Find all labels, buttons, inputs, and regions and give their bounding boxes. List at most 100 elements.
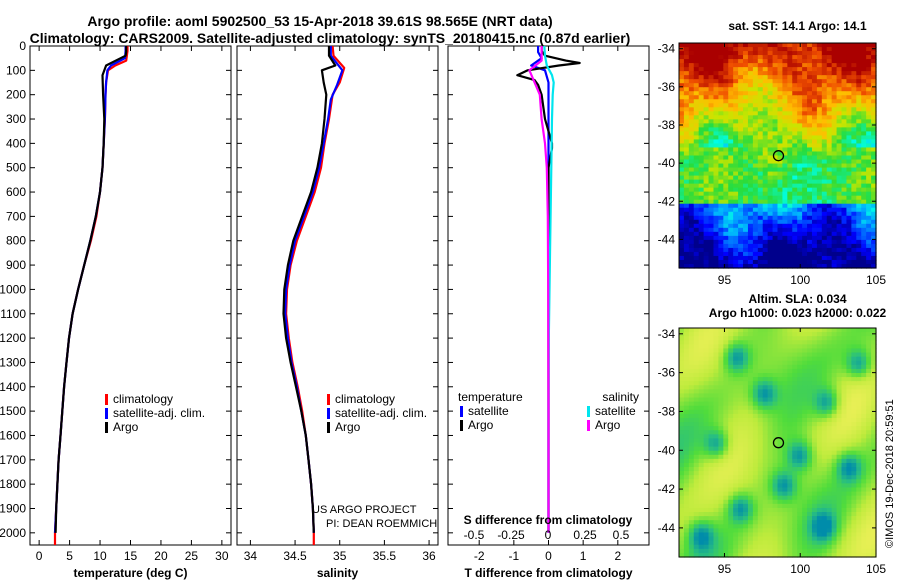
map-cell xyxy=(718,263,724,269)
map-cell xyxy=(772,95,779,100)
map-cell xyxy=(861,59,867,64)
map-cell xyxy=(738,91,744,96)
map-cell xyxy=(802,215,808,221)
map-cell xyxy=(738,255,744,261)
map-cell xyxy=(762,203,769,209)
map-cell xyxy=(871,171,877,177)
map-cell xyxy=(703,352,710,358)
map-cell xyxy=(831,471,838,476)
map-cell xyxy=(738,59,744,64)
map-cell xyxy=(807,243,813,249)
map-cell xyxy=(802,59,808,64)
map-cell xyxy=(856,348,862,354)
map-cell xyxy=(728,422,734,427)
map-cell xyxy=(836,139,843,145)
map-cell xyxy=(797,111,803,116)
map-cell xyxy=(787,63,793,68)
map-cell xyxy=(688,483,695,489)
map-cell xyxy=(738,458,744,464)
map-cell xyxy=(797,446,803,452)
map-cell xyxy=(787,55,793,60)
map-cell xyxy=(782,409,788,415)
map-cell xyxy=(871,43,877,48)
map-cell xyxy=(807,83,813,88)
map-cell xyxy=(762,71,769,76)
map-cell xyxy=(688,235,695,241)
map-cell xyxy=(831,59,838,64)
plot-frame xyxy=(236,45,439,546)
map-cell xyxy=(836,491,843,497)
map-cell xyxy=(762,219,769,225)
map-cell xyxy=(841,219,848,225)
map-cell xyxy=(777,75,784,80)
map-cell xyxy=(871,385,877,390)
map-cell xyxy=(841,328,848,333)
map-cell xyxy=(866,430,872,435)
map-cell xyxy=(871,247,877,253)
map-cell xyxy=(816,356,823,362)
map-cell xyxy=(757,364,764,370)
map-cell xyxy=(811,231,818,237)
map-cell xyxy=(777,55,784,60)
map-cell xyxy=(762,479,769,484)
map-cell xyxy=(723,450,729,456)
map-cell xyxy=(733,450,739,456)
map-cell xyxy=(693,393,700,399)
map-cell xyxy=(846,195,852,201)
map-cell xyxy=(713,191,719,197)
map-cell xyxy=(703,147,710,153)
map-cell xyxy=(767,422,774,427)
map-cell xyxy=(703,491,710,497)
map-cell xyxy=(683,372,690,378)
map-cell xyxy=(807,163,813,169)
map-cell xyxy=(836,131,843,137)
map-cell xyxy=(747,151,754,157)
map-cell xyxy=(767,491,774,497)
map-cell xyxy=(816,155,823,161)
map-cell xyxy=(826,356,833,362)
map-cell xyxy=(688,183,695,189)
temperature-panel: 0100200300400500600700800900100011001200… xyxy=(0,39,232,580)
map-cell xyxy=(866,127,872,132)
x-tick-label: 0 xyxy=(545,549,552,563)
map-cell xyxy=(708,372,715,378)
map-cell xyxy=(802,151,808,157)
map-cell xyxy=(861,405,867,411)
map-cell xyxy=(718,458,724,464)
map-cell xyxy=(743,491,749,497)
map-cell xyxy=(821,520,828,525)
map-cell xyxy=(723,219,729,225)
map-cell xyxy=(733,381,739,386)
map-cell xyxy=(679,135,685,141)
map-cell xyxy=(816,532,823,538)
map-cell xyxy=(733,95,739,100)
map-cell xyxy=(851,446,857,452)
map-cell xyxy=(831,239,838,245)
map-cell xyxy=(713,203,719,209)
map-cell xyxy=(846,199,852,205)
map-cell xyxy=(841,259,848,265)
map-cell xyxy=(762,332,769,337)
map-cell xyxy=(738,159,744,165)
map-cell xyxy=(713,360,719,366)
map-cell xyxy=(807,356,813,362)
map-cell xyxy=(811,332,818,337)
map-cell xyxy=(831,207,838,213)
map-cell xyxy=(866,454,872,460)
map-cell xyxy=(713,381,719,386)
map-cell xyxy=(738,67,744,72)
map-cell xyxy=(787,119,793,124)
map-cell xyxy=(777,107,784,112)
map-cell xyxy=(693,47,700,52)
map-cell xyxy=(816,47,823,52)
map-cell xyxy=(797,417,803,423)
map-cell xyxy=(856,187,862,193)
map-cell xyxy=(851,95,857,100)
map-cell xyxy=(871,528,877,534)
map-cell xyxy=(718,368,724,374)
map-cell xyxy=(733,147,739,153)
map-cell xyxy=(752,159,759,165)
map-cell xyxy=(792,389,798,395)
map-cell xyxy=(866,91,872,96)
map-cell xyxy=(733,467,739,472)
